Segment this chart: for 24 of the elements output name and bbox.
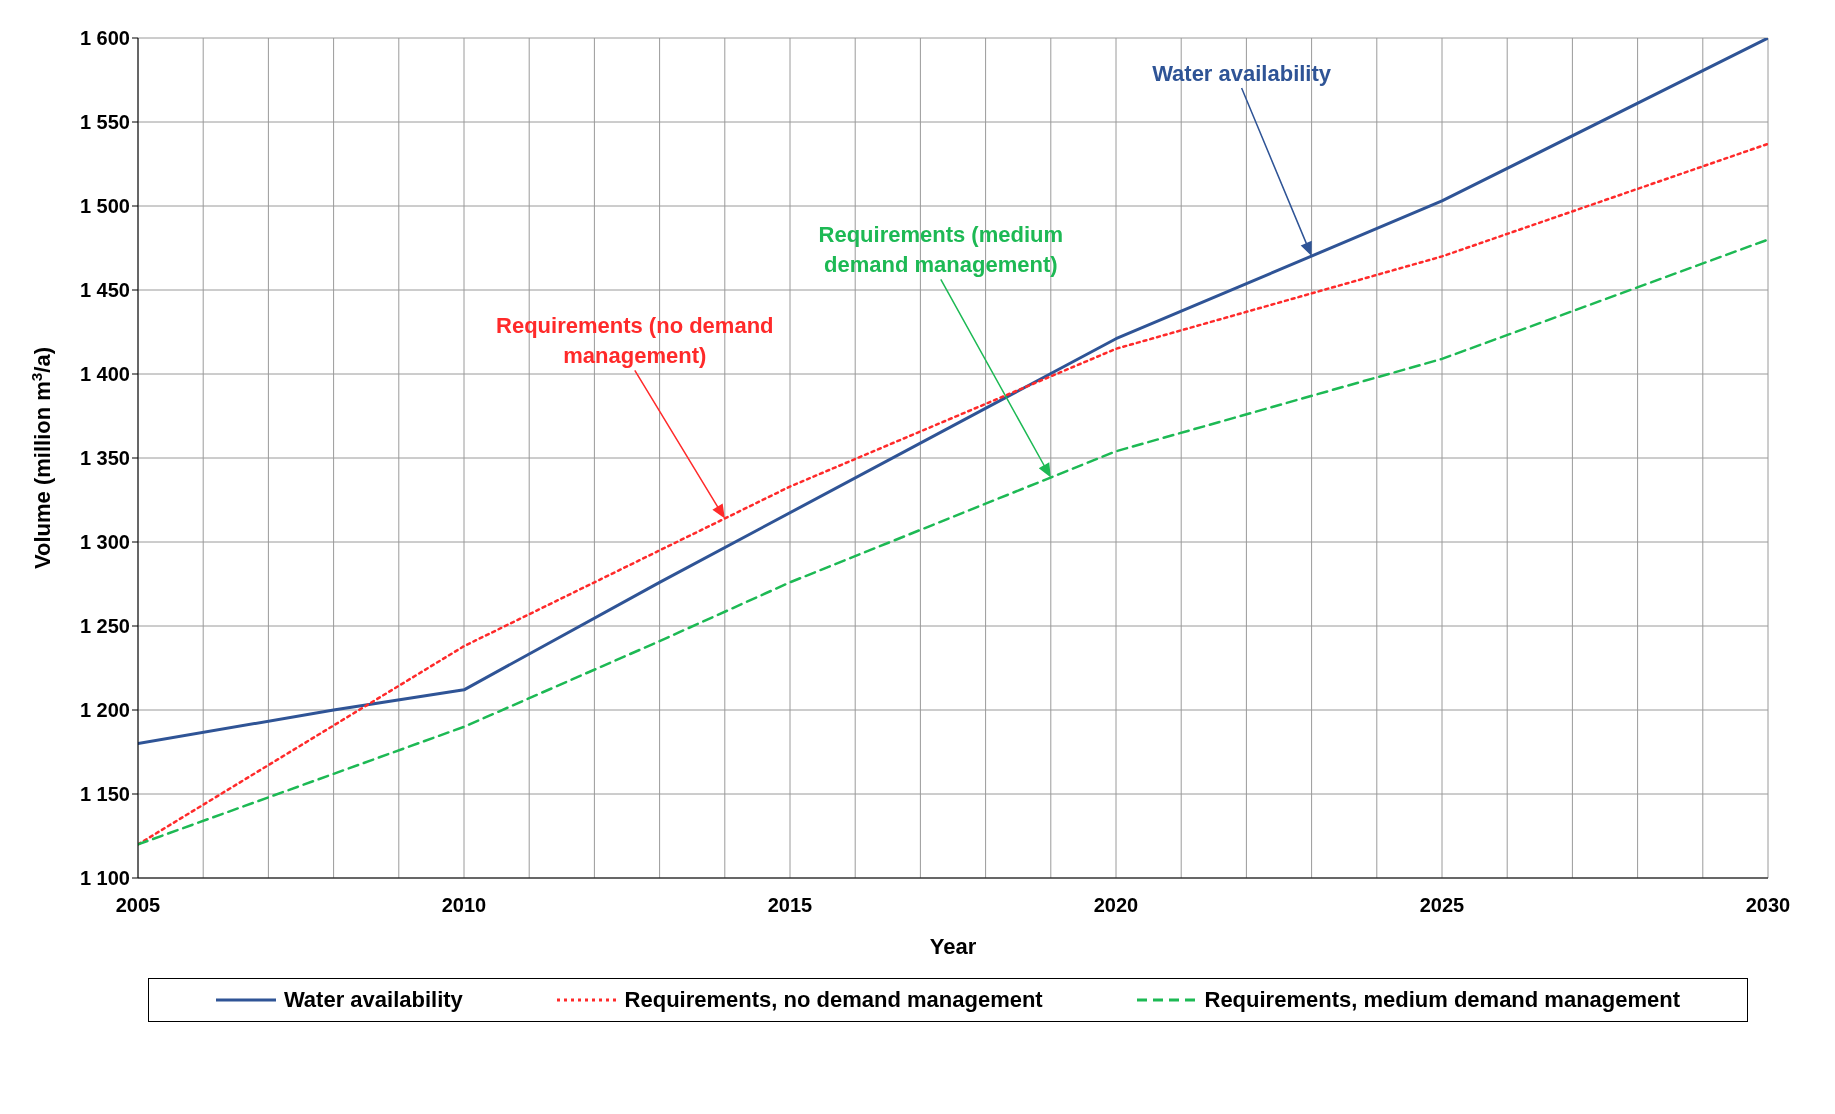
y-tick-label: 1 450 [79,279,130,302]
x-tick-label: 2020 [1093,894,1139,917]
y-tick-label: 1 250 [79,615,130,638]
annotation: Water availability [1152,61,1332,87]
x-tick-label: 2010 [441,894,487,917]
y-tick-label: 1 400 [79,363,130,386]
x-tick-label: 2030 [1745,894,1791,917]
y-tick-label: 1 550 [79,111,130,134]
annotation: Requirements (medium demand management) [818,222,1064,278]
x-tick-label: 2025 [1419,894,1465,917]
legend-label: Requirements, no demand management [624,987,1043,1013]
legend-label: Water availability [283,987,463,1013]
y-tick-label: 1 350 [79,447,130,470]
x-tick-label: 2015 [767,894,813,917]
y-tick-label: 1 150 [79,783,130,806]
x-axis-title: Year [929,934,977,959]
y-tick-label: 1 500 [79,195,130,218]
y-tick-label: 1 300 [79,531,130,554]
y-tick-label: 1 600 [79,27,130,50]
y-tick-label: 1 200 [79,699,130,722]
x-tick-label: 2005 [115,894,161,917]
y-tick-label: 1 100 [79,867,130,890]
legend-label: Requirements, medium demand management [1204,987,1681,1013]
annotation: Requirements (no demand management) [496,313,774,369]
